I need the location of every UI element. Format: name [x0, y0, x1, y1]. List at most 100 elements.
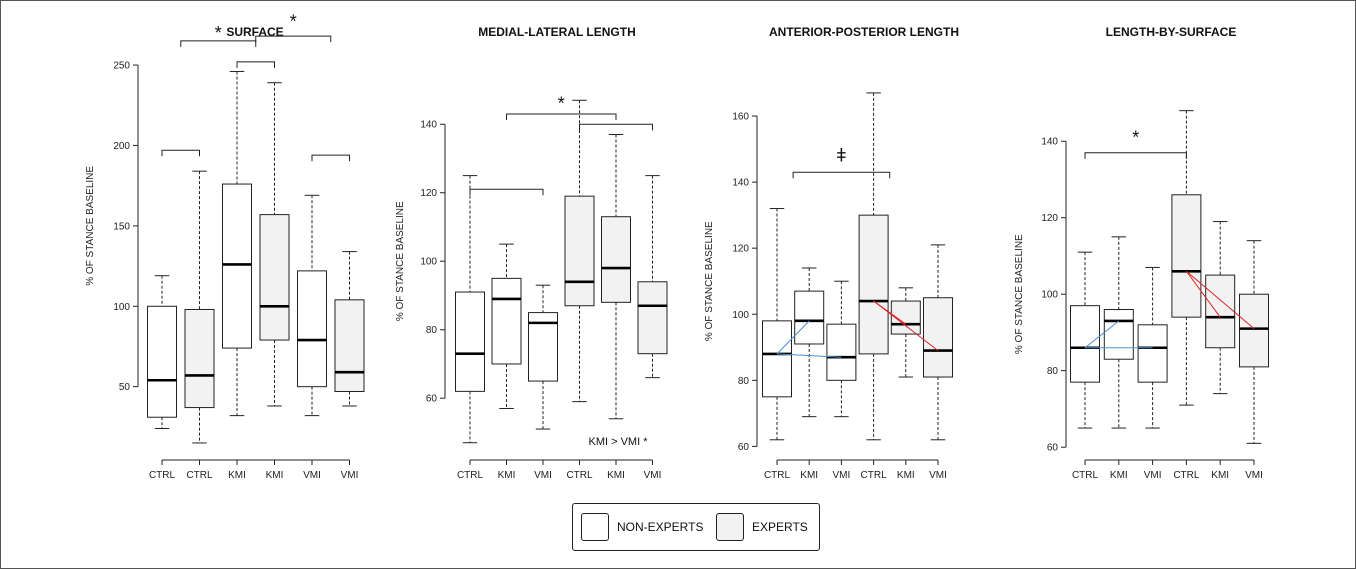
box-iqr — [184, 308, 215, 409]
x-tick-label: CTRL — [1173, 470, 1200, 481]
legend-item-non-experts: NON-EXPERTS — [581, 513, 703, 541]
x-tick-label: CTRL — [186, 470, 213, 481]
significance-bracket — [161, 149, 200, 157]
y-tick-label: 100 — [420, 257, 437, 268]
significance-bracket — [506, 113, 617, 120]
significance-marker: * — [558, 94, 565, 114]
significance-bracket — [236, 61, 275, 68]
y-tick-label: 160 — [732, 112, 749, 123]
legend: NON-EXPERTS EXPERTS — [572, 503, 820, 551]
significance-marker: * — [215, 23, 222, 43]
y-tick-label: 120 — [732, 244, 749, 255]
box-iqr — [1171, 194, 1202, 318]
x-tick-label: KMI — [800, 470, 818, 481]
y-tick-label: 80 — [426, 325, 438, 336]
legend-label-experts: EXPERTS — [752, 520, 808, 534]
y-tick-label: 200 — [113, 141, 130, 152]
y-tick-label: 100 — [1041, 290, 1058, 301]
y-tick-label: 120 — [420, 188, 437, 199]
connector-line-red — [873, 300, 939, 351]
box-iqr — [858, 214, 889, 355]
x-tick-label: CTRL — [457, 470, 484, 481]
box-iqr — [923, 297, 953, 378]
x-tick-label: KMI — [1211, 470, 1229, 481]
x-tick-label: VMI — [1144, 470, 1162, 481]
x-tick-label: VMI — [534, 470, 552, 481]
box-iqr — [147, 305, 177, 418]
legend-swatch-experts — [716, 513, 744, 541]
x-tick-label: VMI — [341, 470, 359, 481]
legend-item-experts: EXPERTS — [716, 513, 808, 541]
x-tick-label: VMI — [303, 470, 321, 481]
significance-bracket — [255, 35, 332, 43]
connector-line-blue — [776, 353, 842, 358]
x-tick-label: VMI — [644, 470, 662, 481]
x-tick-label: CTRL — [1072, 470, 1099, 481]
y-axis-label: % OF STANCE BASELINE — [1014, 234, 1025, 354]
box-iqr — [564, 195, 595, 307]
panel-annotation: KMI > VMI * — [589, 436, 649, 448]
box-iqr — [491, 277, 522, 365]
y-tick-label: 60 — [426, 394, 438, 405]
connector-line-red — [1185, 270, 1221, 318]
box-iqr — [222, 183, 252, 349]
y-tick-label: 120 — [1041, 213, 1058, 224]
box-iqr — [637, 281, 668, 355]
box-iqr — [1103, 309, 1134, 360]
significance-marker: * — [290, 12, 297, 32]
box-iqr — [1239, 293, 1269, 368]
box-iqr — [334, 299, 365, 392]
significance-bracket — [579, 123, 653, 131]
box-iqr — [794, 290, 825, 345]
connector-line-blue — [776, 320, 810, 355]
legend-swatch-non-experts — [581, 513, 609, 541]
box-iqr — [601, 216, 631, 303]
significance-bracket — [792, 171, 891, 179]
x-tick-label: CTRL — [566, 470, 593, 481]
box-iqr — [1205, 274, 1236, 349]
y-tick-label: 60 — [738, 442, 750, 453]
y-tick-label: 100 — [113, 302, 130, 313]
y-axis-label: % OF STANCE BASELINE — [85, 166, 96, 286]
box-iqr — [455, 291, 485, 392]
x-tick-label: KMI — [897, 470, 915, 481]
y-tick-label: 80 — [738, 376, 750, 387]
x-tick-label: KMI — [1110, 470, 1128, 481]
panel-title: LENGTH-BY-SURFACE — [1106, 25, 1237, 39]
y-tick-label: 140 — [1041, 137, 1058, 148]
y-tick-label: 140 — [732, 178, 749, 189]
box-iqr — [1070, 305, 1100, 383]
box-iqr — [1137, 324, 1168, 383]
legend-label-non-experts: NON-EXPERTS — [617, 520, 704, 534]
box-iqr — [297, 270, 327, 388]
x-tick-label: KMI — [228, 470, 246, 481]
y-tick-label: 100 — [732, 310, 749, 321]
y-axis-label: % OF STANCE BASELINE — [704, 221, 715, 341]
box-iqr — [762, 320, 792, 398]
x-tick-label: VMI — [833, 470, 851, 481]
y-tick-label: 60 — [1047, 443, 1059, 454]
y-tick-label: 140 — [420, 120, 437, 131]
y-tick-label: 50 — [119, 382, 131, 393]
x-tick-label: VMI — [1245, 470, 1263, 481]
y-tick-label: 80 — [1047, 366, 1059, 377]
x-tick-label: KMI — [266, 470, 284, 481]
x-tick-label: CTRL — [764, 470, 791, 481]
significance-bracket — [180, 40, 257, 47]
x-tick-label: CTRL — [149, 470, 176, 481]
x-tick-label: KMI — [498, 470, 516, 481]
y-tick-label: 250 — [113, 61, 130, 72]
box-iqr — [259, 214, 290, 341]
y-tick-label: 150 — [113, 221, 130, 232]
y-axis-label: % OF STANCE BASELINE — [395, 201, 406, 321]
x-tick-label: KMI — [607, 470, 625, 481]
connector-line-red — [1186, 270, 1255, 330]
significance-bracket — [311, 154, 350, 162]
panel-title: ANTERIOR-POSTERIOR LENGTH — [769, 25, 959, 39]
connector-line-blue — [1084, 320, 1120, 349]
significance-marker: * — [1132, 127, 1139, 147]
x-tick-label: VMI — [929, 470, 947, 481]
panel-title: SURFACE — [226, 25, 283, 39]
